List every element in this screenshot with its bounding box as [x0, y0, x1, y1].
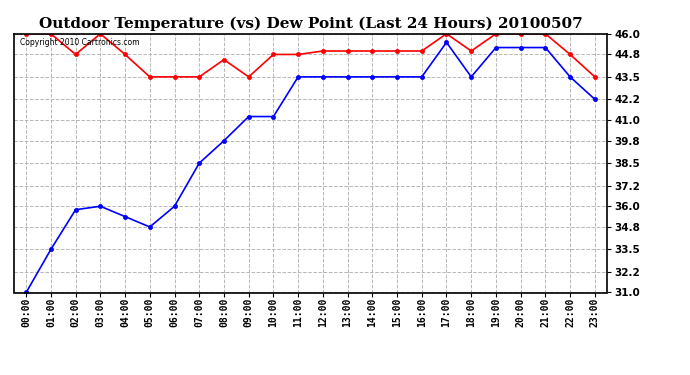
Title: Outdoor Temperature (vs) Dew Point (Last 24 Hours) 20100507: Outdoor Temperature (vs) Dew Point (Last… — [39, 17, 582, 31]
Text: Copyright 2010 Cartronics.com: Copyright 2010 Cartronics.com — [20, 38, 139, 46]
